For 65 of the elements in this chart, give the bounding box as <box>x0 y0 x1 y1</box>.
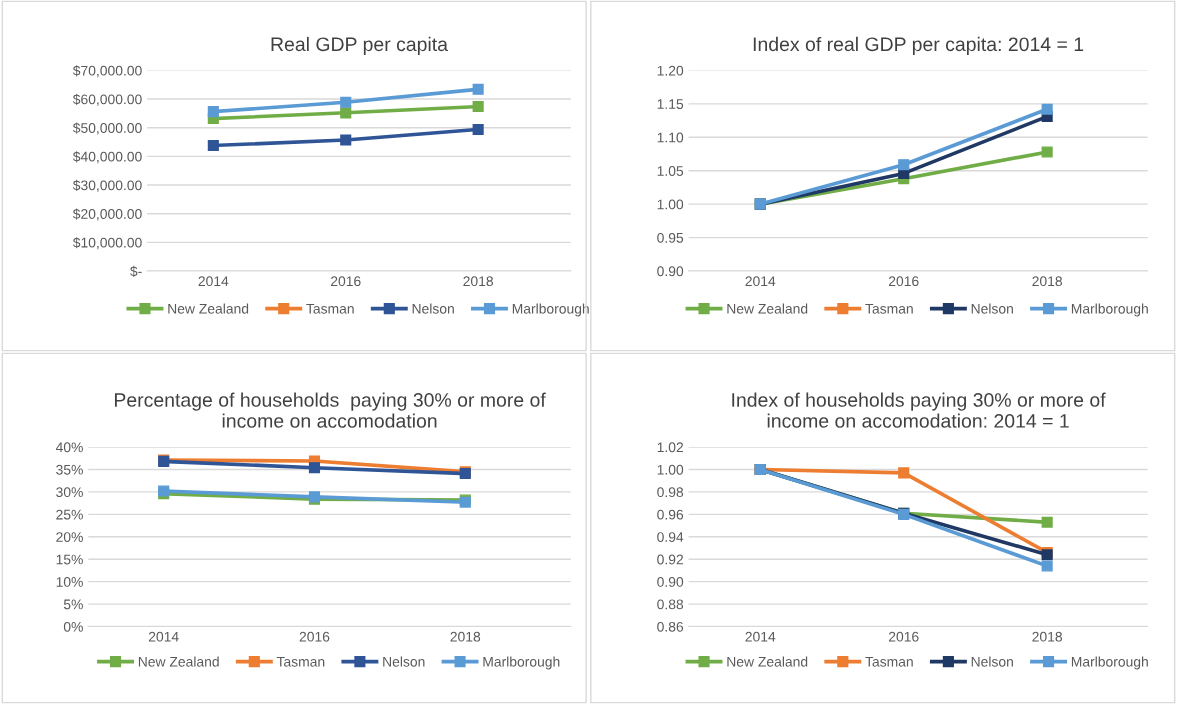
y-tick-label: 1.00 <box>657 464 684 475</box>
legend-label: Tasman <box>865 656 913 667</box>
legend-label: Nelson <box>971 656 1013 667</box>
legend-label: Nelson <box>971 303 1013 314</box>
legend-label: Tasman <box>865 303 913 314</box>
x-tick-label: 2016 <box>331 276 361 287</box>
y-tick-label: $40,000.00 <box>72 151 142 164</box>
y-tick-label: 0.86 <box>657 621 684 632</box>
y-tick-label: $30,000.00 <box>72 179 142 192</box>
chart-title: Real GDP per capita <box>271 36 448 55</box>
y-tick-label: 1.10 <box>657 132 684 143</box>
y-tick-label: $60,000.00 <box>72 93 142 106</box>
x-tick-label: 2018 <box>1032 276 1063 287</box>
chart-title: Index of households paying 30% or more of income on accomodation: 2014 = 1 <box>732 392 1106 428</box>
x-tick-label: 2014 <box>198 276 229 287</box>
y-tick-label: $50,000.00 <box>72 122 142 135</box>
y-tick-label: 0% <box>63 621 83 632</box>
y-tick-label: 0.96 <box>657 509 684 520</box>
legend-label: Nelson <box>383 656 425 667</box>
y-tick-label: $- <box>130 265 142 278</box>
x-tick-label: 2014 <box>745 631 776 642</box>
x-tick-label: 2014 <box>148 631 179 642</box>
legend-label: Marlborough <box>483 656 560 670</box>
x-tick-label: 2016 <box>299 631 330 642</box>
y-tick-label: 15% <box>56 554 83 565</box>
legend-label: New Zealand <box>727 303 808 314</box>
y-tick-label: 10% <box>56 577 83 587</box>
legend-label: Nelson <box>412 303 454 314</box>
y-tick-label: 30% <box>56 487 83 498</box>
y-tick-label: 25% <box>56 509 83 520</box>
x-tick-label: 2018 <box>450 631 481 642</box>
legend-label: New Zealand <box>138 656 219 667</box>
legend-label: Tasman <box>276 656 325 667</box>
y-tick-label: $10,000.00 <box>72 237 142 250</box>
legend-label: New Zealand <box>168 303 249 314</box>
x-tick-label: 2018 <box>1032 631 1063 642</box>
y-tick-label: 0.90 <box>657 266 684 277</box>
chart-title: Index of real GDP per capita: 2014 = 1 <box>753 36 1084 55</box>
legend-label: Marlborough <box>1071 303 1148 317</box>
chart-title: Percentage of households paying 30% or more of income on accomodation <box>114 392 546 428</box>
x-tick-label: 2016 <box>888 276 919 287</box>
legend-label: Tasman <box>306 303 354 314</box>
y-tick-label: 0.98 <box>657 487 684 498</box>
y-tick-label: 0.90 <box>657 577 684 587</box>
x-tick-label: 2016 <box>888 631 919 642</box>
y-tick-label: 0.94 <box>657 532 684 542</box>
y-tick-label: 0.88 <box>657 599 684 610</box>
y-tick-label: $20,000.00 <box>72 208 142 221</box>
y-tick-label: 1.02 <box>657 442 683 453</box>
legend-label: New Zealand <box>727 656 808 667</box>
x-tick-label: 2014 <box>745 276 776 287</box>
y-tick-label: 1.20 <box>657 65 684 76</box>
y-tick-label: 40% <box>55 442 83 453</box>
y-tick-label: 0.95 <box>657 232 684 243</box>
y-tick-label: 1.05 <box>657 166 684 176</box>
y-tick-label: 5% <box>63 599 83 610</box>
y-tick-label: 20% <box>56 532 83 542</box>
y-tick-label: 1.15 <box>657 99 684 110</box>
y-tick-label: $70,000.00 <box>72 65 142 78</box>
x-tick-label: 2018 <box>463 276 493 287</box>
legend-label: Marlborough <box>1071 656 1148 670</box>
legend-label: Marlborough <box>512 303 589 317</box>
y-tick-label: 1.00 <box>657 199 684 210</box>
y-tick-label: 35% <box>56 464 83 475</box>
y-tick-label: 0.92 <box>657 554 683 565</box>
